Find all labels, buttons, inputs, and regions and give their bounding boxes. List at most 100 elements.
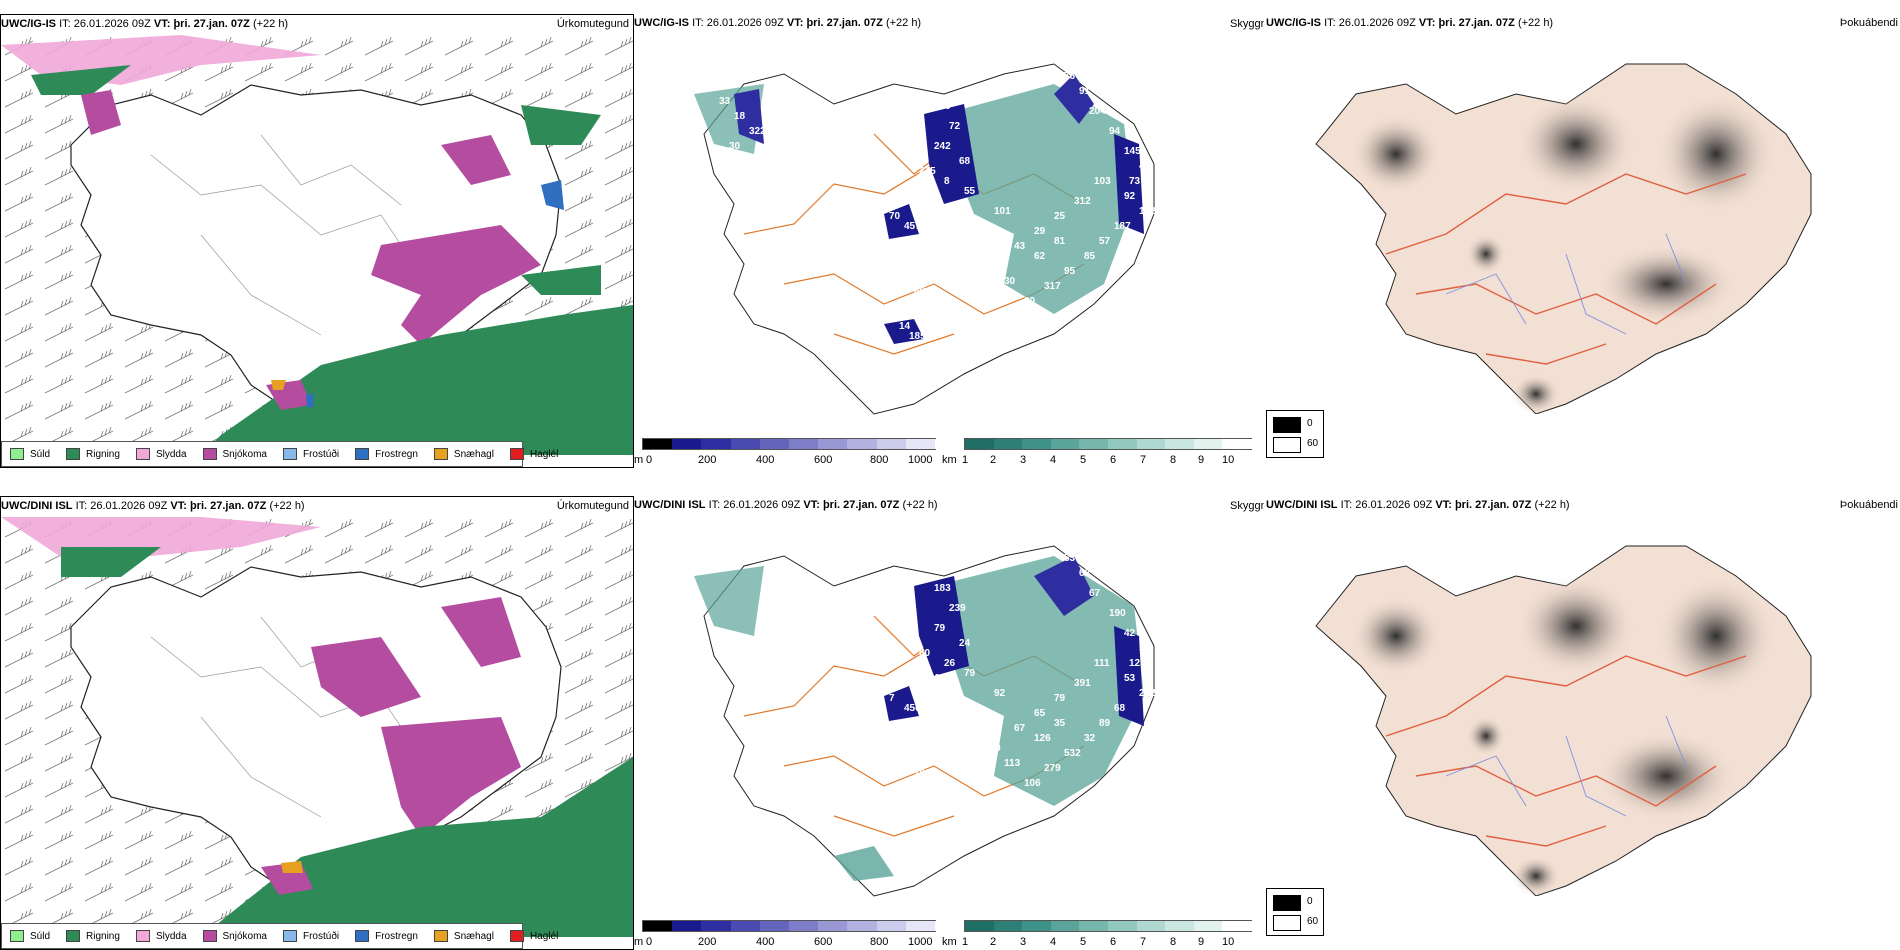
visibility-value-label: 80 — [939, 753, 951, 764]
visibility-value-label: 43 — [1014, 241, 1026, 252]
cloud-legend-top: 0 60 — [1266, 410, 1324, 458]
legend-swatch — [433, 930, 448, 942]
fog-shading — [1656, 576, 1776, 696]
snow-pellets-area — [271, 380, 286, 390]
legend-item: Haglél — [509, 930, 558, 942]
visibility-value-label: 239 — [949, 603, 966, 614]
visibility-value-label: 185 — [909, 331, 926, 342]
visibility-value-label: 204 — [1089, 106, 1106, 117]
colorbar-segment — [1193, 921, 1224, 931]
visibility-value-label: 77 — [899, 803, 911, 814]
visibility-value-label: 90 — [929, 673, 941, 684]
colorbar-segment — [876, 439, 907, 449]
cloud-legend-bottom: 0 60 — [1266, 888, 1324, 936]
colorbar-segment — [1165, 439, 1195, 449]
visibility-value-label: 35 — [1054, 718, 1066, 729]
rain-area — [61, 547, 161, 577]
visibility-value-label: 36 — [909, 813, 921, 824]
precip-panel-top: UWC/IG-IS IT: 26.01.2026 09Z VT: þri. 27… — [0, 14, 634, 468]
colorbar-segment — [905, 921, 936, 931]
legend-swatch — [355, 448, 370, 460]
fog-shading — [1351, 114, 1441, 194]
colorbar-segment — [1108, 921, 1138, 931]
visibility-value-label: 44 — [1139, 161, 1151, 172]
legend-item: Frostúði — [282, 448, 339, 460]
visibility-title-top: Skyggni — [1230, 18, 1264, 30]
rain-area — [201, 305, 633, 455]
colorbar-tick: 6 — [1110, 936, 1117, 948]
visibility-value-label: 20 — [1024, 296, 1036, 307]
colorbar-segment — [730, 439, 761, 449]
fog-shading — [1512, 856, 1560, 896]
visibility-value-label: 113 — [1004, 758, 1021, 769]
colorbar-segment — [643, 439, 674, 449]
legend-item: Rigning — [66, 448, 120, 460]
legend-swatch — [10, 930, 24, 942]
fog-shading — [1466, 234, 1506, 274]
colorbar-segment — [1079, 921, 1109, 931]
fog-area — [884, 686, 919, 721]
fog-area — [884, 204, 919, 239]
colorbar-tick: 400 — [756, 454, 775, 466]
visibility-value-label: 62 — [974, 708, 986, 719]
colorbar-segment — [759, 439, 790, 449]
visibility-value-label: 312 — [1074, 196, 1091, 207]
legend-swatch — [66, 930, 81, 942]
fog-shading — [1516, 94, 1636, 194]
rain-area — [31, 65, 131, 95]
visibility-value-label: 279 — [1044, 763, 1061, 774]
colorbar-unit: m — [634, 936, 644, 948]
colorbar-tick: 6 — [1110, 454, 1117, 466]
colorbar-segment — [1050, 921, 1081, 931]
visibility-value-label: 29 — [1034, 226, 1046, 237]
cloud-swatch-dark — [1273, 417, 1301, 433]
freezing-rain-area — [541, 180, 564, 210]
visibility-panel-bottom: UWC/DINI ISL IT: 26.01.2026 09Z VT: þri.… — [634, 496, 1264, 948]
legend-item: Frostregn — [355, 930, 418, 942]
fog-shading — [1351, 596, 1441, 676]
fog-map-bottom — [1315, 545, 1812, 896]
colorbar-tick: 200 — [698, 454, 717, 466]
cloud-value-dark: 0 — [1307, 896, 1313, 907]
visibility-value-label: 30 — [729, 141, 741, 152]
visibility-value-label: 89 — [1099, 718, 1111, 729]
visibility-value-label: 60 — [919, 648, 931, 659]
visibility-value-label: 30 — [1004, 276, 1016, 287]
visibility-value-label: 53 — [1064, 553, 1076, 564]
precip-header-bottom: UWC/DINI ISL IT: 26.01.2026 09Z VT: þri.… — [1, 500, 305, 512]
colorbar-segment — [789, 439, 820, 449]
legend-item: Slydda — [135, 448, 187, 460]
rain-area — [521, 105, 601, 145]
precip-header-top: UWC/IG-IS IT: 26.01.2026 09Z VT: þri. 27… — [1, 18, 289, 30]
visibility-value-label: 190 — [984, 743, 1001, 754]
visibility-value-label: 61 — [929, 191, 941, 202]
colorbar-km-top: km 1 2 3 4 5 6 7 8 9 10 — [942, 438, 1252, 466]
colorbar-tick: 800 — [870, 454, 889, 466]
fog-shading — [1596, 244, 1736, 324]
legend-swatch — [433, 448, 448, 460]
legend-item: Snjókoma — [202, 448, 267, 460]
visibility-value-label: 84 — [974, 226, 986, 237]
colorbar-tick: 1000 — [908, 936, 933, 948]
legend-swatch — [202, 448, 217, 460]
visibility-value-label: 109 — [979, 241, 996, 252]
colorbar-tick: 8 — [1170, 936, 1177, 948]
colorbar-segment — [1050, 439, 1081, 449]
colorbar-segment — [965, 921, 995, 931]
river-lines — [1445, 233, 1687, 335]
colorbar-tick: 800 — [870, 936, 889, 948]
colorbar-segment — [701, 439, 732, 449]
colorbar-unit: m — [634, 454, 644, 466]
fog-map-top — [1315, 63, 1812, 414]
visibility-value-label: 92 — [1124, 191, 1136, 202]
cloud-value-light: 60 — [1307, 438, 1319, 449]
cloud-value-light: 60 — [1307, 916, 1319, 927]
precip-title-top: Úrkomutegund — [556, 18, 629, 30]
fog-header-bottom: UWC/DINI ISL IT: 26.01.2026 09Z VT: þri.… — [1266, 499, 1570, 511]
low-visibility-area — [944, 84, 1134, 314]
snow-area — [441, 135, 511, 185]
visibility-value-label: 183 — [934, 583, 951, 594]
visibility-value-label: 102 — [1139, 206, 1156, 217]
visibility-value-label: 68 — [959, 156, 971, 167]
visibility-value-label: 589 — [934, 101, 951, 112]
